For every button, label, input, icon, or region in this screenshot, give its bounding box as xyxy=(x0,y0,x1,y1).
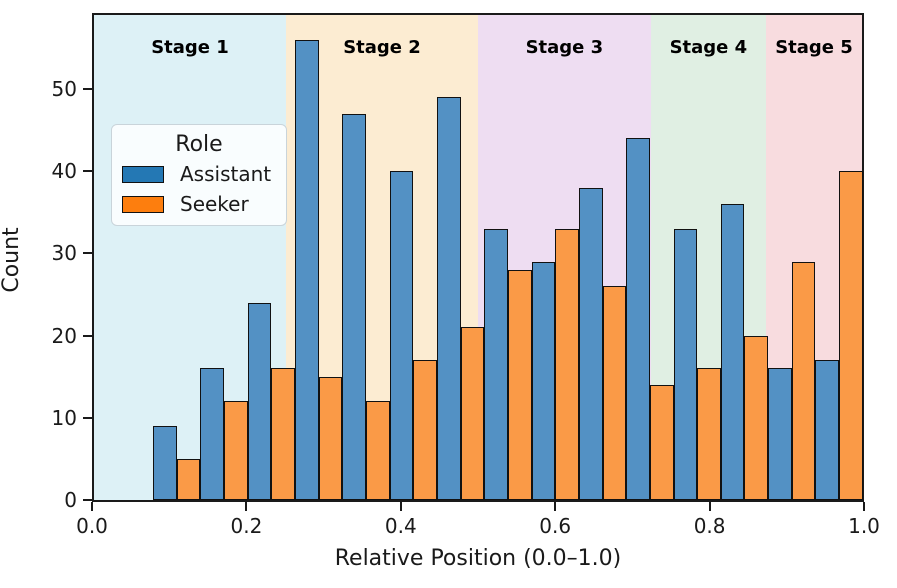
bar-seeker-bin7 xyxy=(460,327,485,500)
y-tick-label: 10 xyxy=(51,405,77,430)
x-tick-label: 1.0 xyxy=(848,514,880,538)
bar-seeker-bin1 xyxy=(176,458,201,500)
x-tick-label: 0.4 xyxy=(384,514,417,538)
bar-assistant-bin3 xyxy=(247,302,272,500)
y-tick-mark xyxy=(83,170,92,173)
x-tick-label: 0.2 xyxy=(230,514,263,538)
bar-seeker-bin5 xyxy=(366,401,390,500)
legend: Role Assistant Seeker xyxy=(111,124,287,226)
bar-assistant-bin5 xyxy=(342,113,366,500)
x-axis-label: Relative Position (0.0–1.0) xyxy=(334,546,622,571)
x-tick-mark xyxy=(245,502,248,511)
bar-seeker-bin15 xyxy=(839,171,863,500)
y-tick-label: 40 xyxy=(51,159,77,184)
bar-seeker-bin6 xyxy=(413,360,437,500)
x-tick-mark xyxy=(399,502,402,511)
y-tick-label: 0 xyxy=(64,488,77,512)
x-tick-mark xyxy=(91,502,93,511)
legend-item-seeker: Seeker xyxy=(120,189,278,219)
bar-assistant-bin1 xyxy=(153,426,177,500)
bar-seeker-bin4 xyxy=(318,376,343,500)
y-tick-label: 50 xyxy=(51,76,77,101)
y-tick-mark xyxy=(83,87,92,90)
bar-seeker-bin3 xyxy=(271,368,296,500)
bar-assistant-bin7 xyxy=(436,97,461,500)
x-tick-label: 0.6 xyxy=(539,514,572,538)
stage-band-label: Stage 5 xyxy=(775,37,853,58)
x-tick-label: 0.0 xyxy=(76,514,108,538)
bar-assistant-bin14 xyxy=(768,368,792,500)
stage-band-label: Stage 4 xyxy=(669,37,748,58)
x-tick-mark xyxy=(554,502,557,511)
bar-seeker-bin11 xyxy=(649,384,674,500)
x-tick-label: 0.8 xyxy=(693,514,726,538)
bar-assistant-bin9 xyxy=(531,261,556,500)
y-tick-label: 20 xyxy=(51,323,77,348)
bar-seeker-bin8 xyxy=(507,269,532,500)
y-tick-label: 30 xyxy=(51,241,77,266)
bar-assistant-bin13 xyxy=(720,204,745,500)
assistant-color-swatch xyxy=(122,165,164,183)
y-tick-mark xyxy=(83,499,92,501)
bar-seeker-bin13 xyxy=(744,335,769,500)
stage-band-label: Stage 2 xyxy=(343,37,421,58)
bar-seeker-bin9 xyxy=(555,228,579,500)
bar-assistant-bin6 xyxy=(389,171,414,500)
x-tick-mark xyxy=(708,502,711,511)
bar-assistant-bin4 xyxy=(295,39,319,500)
y-tick-mark xyxy=(83,252,92,255)
bar-seeker-bin10 xyxy=(602,286,627,500)
legend-label-assistant: Assistant xyxy=(180,162,272,186)
bar-assistant-bin2 xyxy=(200,368,225,500)
stage-band-label: Stage 1 xyxy=(151,37,229,58)
legend-item-assistant: Assistant xyxy=(120,159,278,189)
bar-assistant-bin10 xyxy=(578,187,603,500)
bar-assistant-bin8 xyxy=(484,228,508,500)
x-tick-mark xyxy=(863,502,865,511)
y-tick-mark xyxy=(83,334,92,337)
seeker-color-swatch xyxy=(122,195,164,213)
legend-title: Role xyxy=(175,132,223,157)
bar-seeker-bin12 xyxy=(697,368,721,500)
bar-assistant-bin12 xyxy=(673,228,698,500)
bar-assistant-bin11 xyxy=(626,138,650,500)
bar-seeker-bin14 xyxy=(791,261,816,500)
stage-band-label: Stage 3 xyxy=(525,37,604,58)
bar-seeker-bin2 xyxy=(224,401,248,500)
plot-area: Stage 1 Stage 2 Stage 3 Stage 4 Stage 5 Role… xyxy=(92,13,864,502)
legend-label-seeker: Seeker xyxy=(180,192,249,216)
bar-assistant-bin15 xyxy=(815,360,840,500)
y-tick-mark xyxy=(83,416,92,419)
